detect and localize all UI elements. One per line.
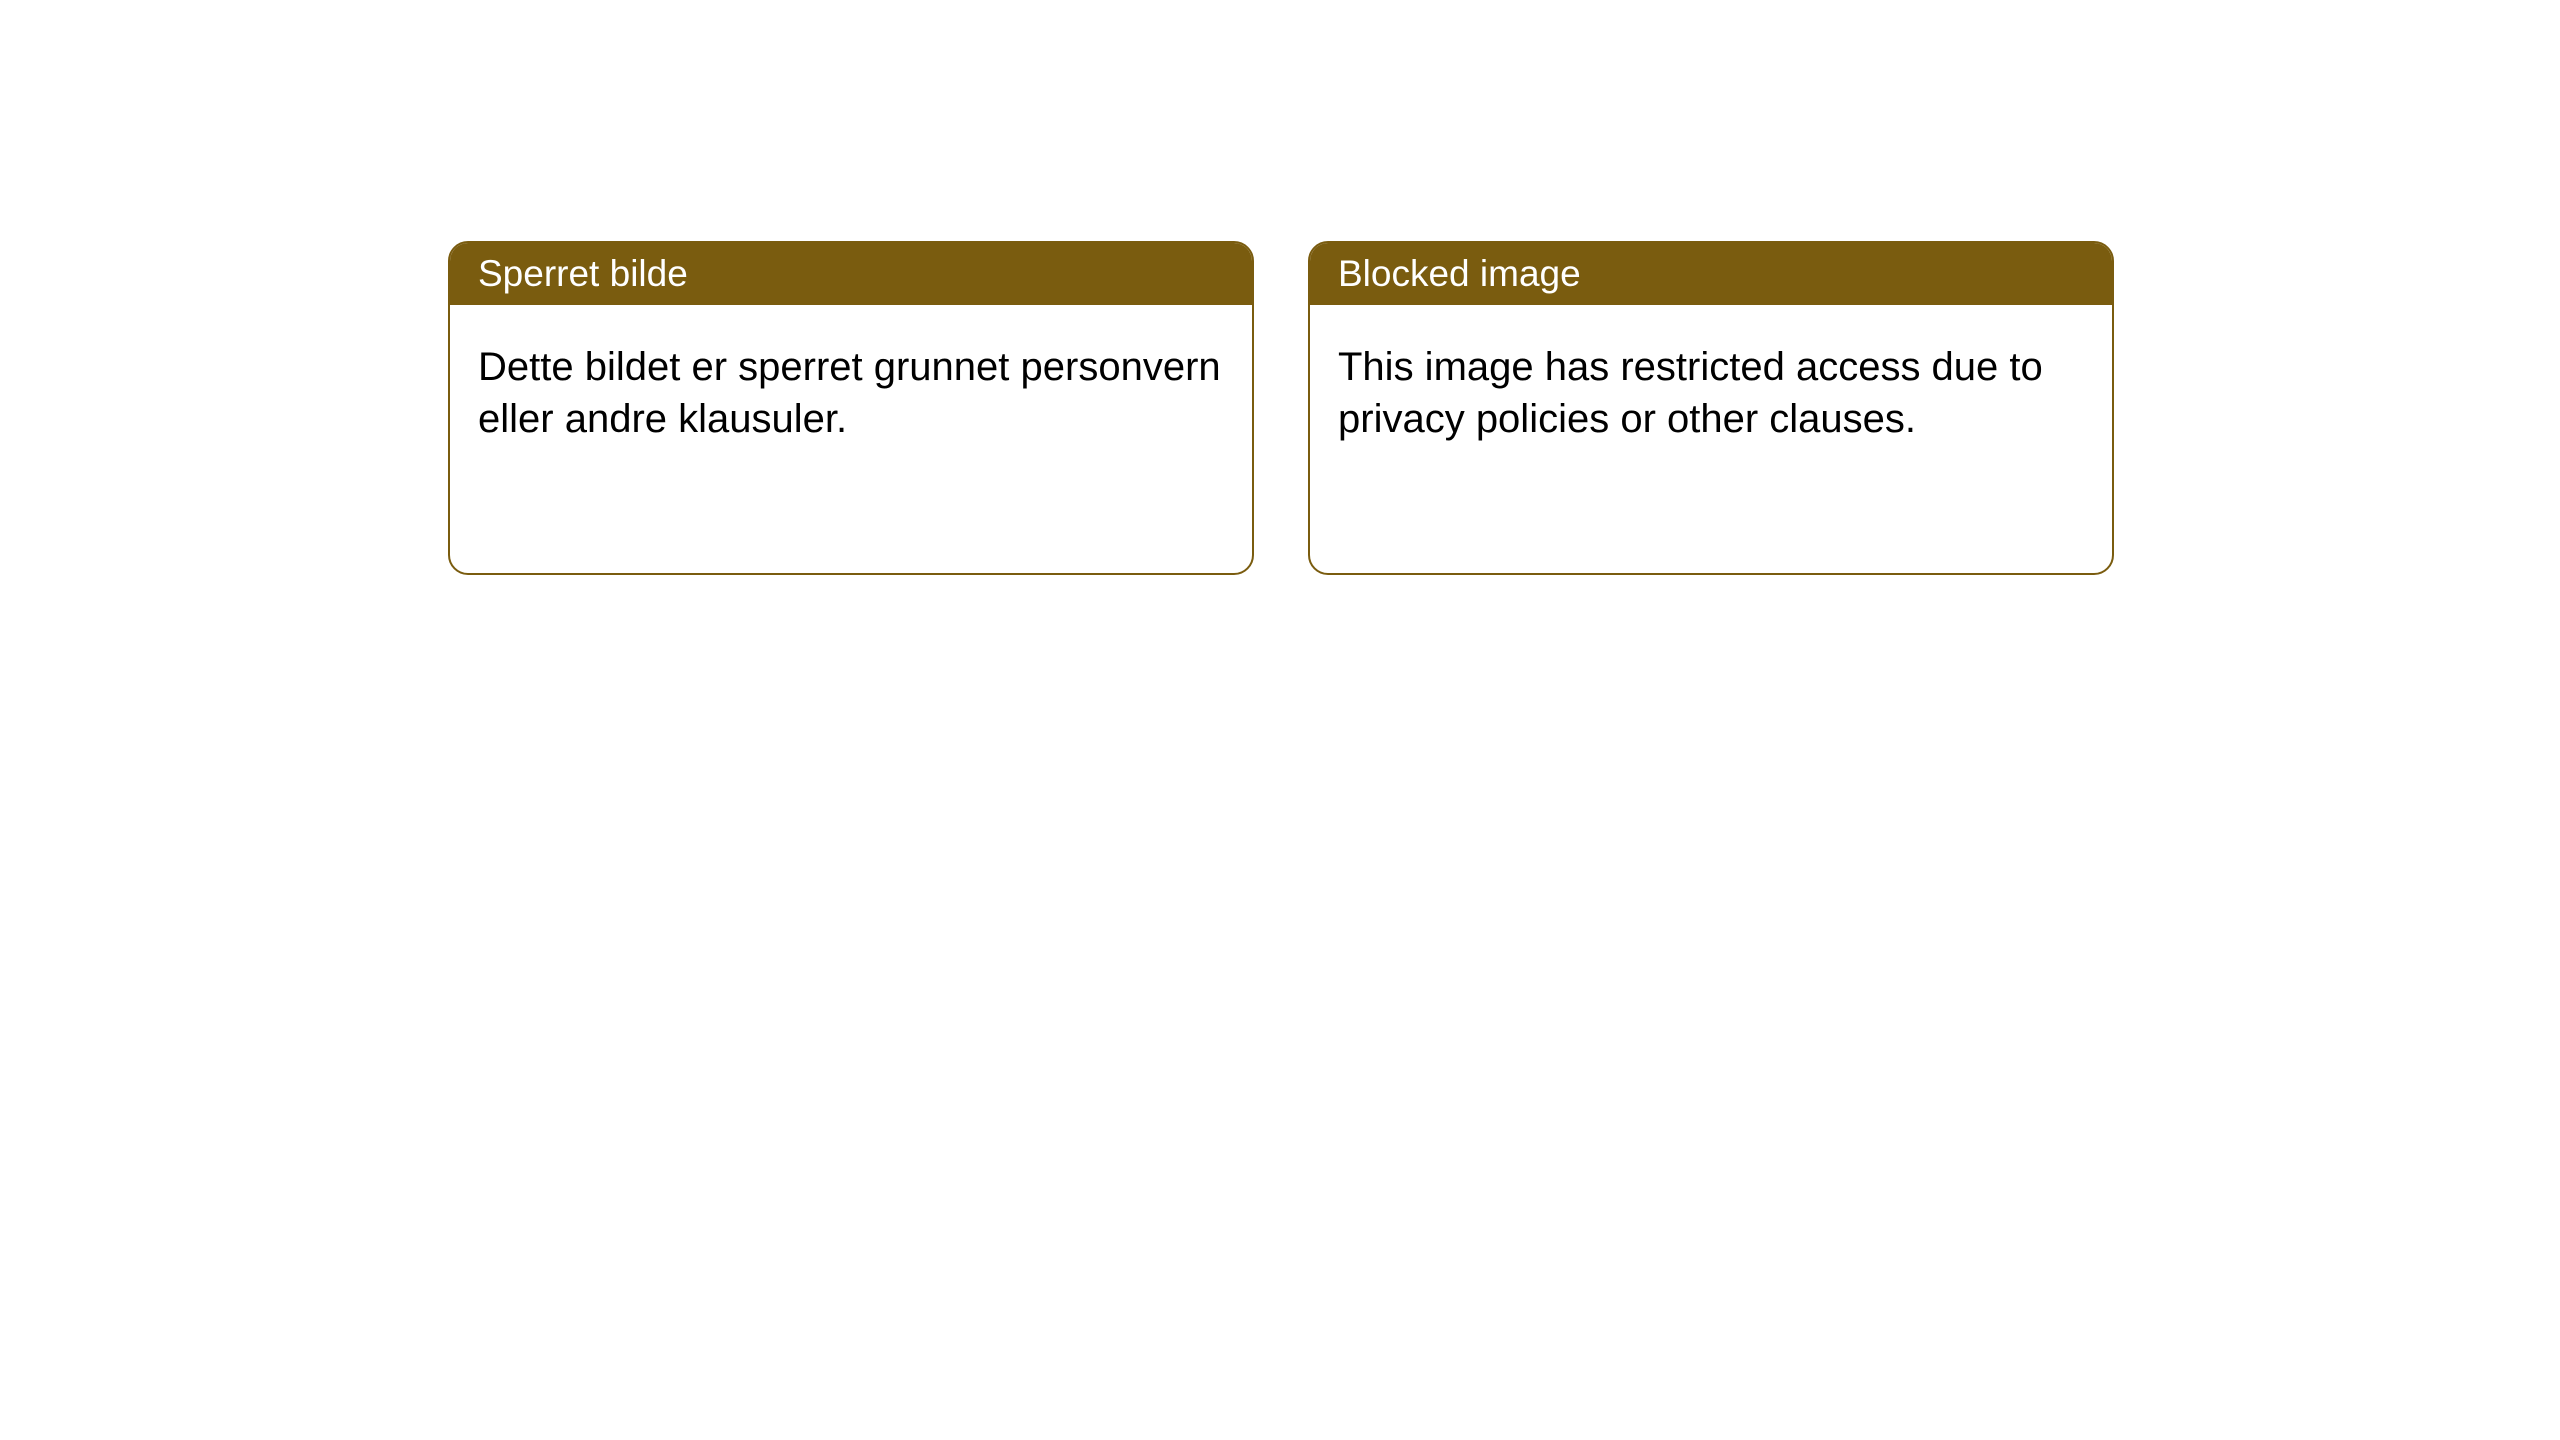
- notice-body: This image has restricted access due to …: [1310, 305, 2112, 481]
- notice-header: Blocked image: [1310, 243, 2112, 305]
- notice-card-english: Blocked image This image has restricted …: [1308, 241, 2114, 575]
- notices-container: Sperret bilde Dette bildet er sperret gr…: [0, 0, 2560, 575]
- notice-body: Dette bildet er sperret grunnet personve…: [450, 305, 1252, 481]
- notice-header: Sperret bilde: [450, 243, 1252, 305]
- notice-card-norwegian: Sperret bilde Dette bildet er sperret gr…: [448, 241, 1254, 575]
